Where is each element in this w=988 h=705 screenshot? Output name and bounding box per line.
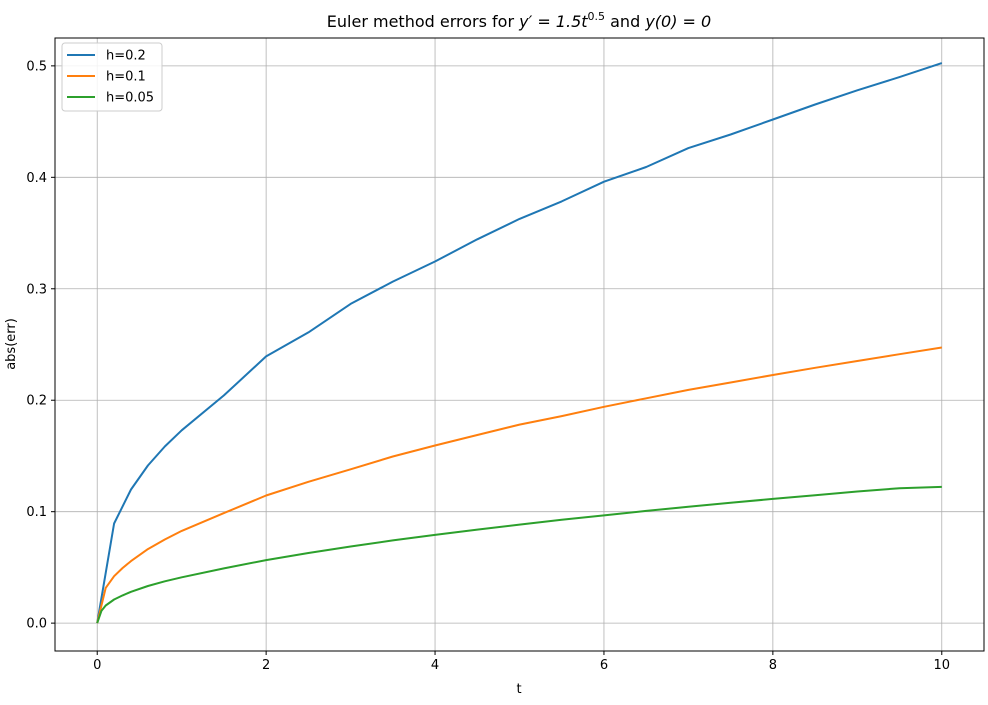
- x-tick-label: 8: [769, 658, 777, 673]
- y-tick-label: 0.0: [26, 617, 47, 632]
- series-line-3: [96, 485, 942, 624]
- title-exponent: 0.5: [588, 10, 606, 23]
- y-tick-label: 0.5: [26, 59, 47, 74]
- y-tick-label: 0.1: [26, 505, 47, 520]
- grid: [55, 38, 984, 651]
- legend-box: [61, 42, 163, 112]
- legend-label: h=0.2: [106, 49, 146, 64]
- y-tick-label: 0.3: [26, 282, 47, 297]
- y-axis-label: abs(err): [4, 318, 19, 370]
- x-tick-label: 4: [431, 658, 439, 673]
- x-axis-label: t: [516, 682, 521, 697]
- x-tick-label: 6: [600, 658, 608, 673]
- title-condition: y(0) = 0: [644, 12, 711, 31]
- series-line-1: [96, 62, 943, 624]
- series-lines: [96, 62, 943, 624]
- legend: h=0.2 h=0.1 h=0.05: [61, 42, 163, 112]
- x-tick-label: 0: [93, 658, 101, 673]
- legend-label: h=0.1: [106, 70, 146, 85]
- legend-label: h=0.05: [106, 91, 154, 106]
- plot-area-frame: [54, 37, 985, 652]
- title-equation: y′ = 1.5t: [518, 12, 588, 31]
- y-tick-label: 0.2: [26, 394, 47, 409]
- title-connector: and: [605, 12, 645, 31]
- axis-ticks: 0 2 4 6 8 10 0.0 0.1 0.2 0.3 0.4 0.5: [26, 59, 950, 673]
- x-tick-label: 10: [933, 658, 950, 673]
- y-tick-label: 0.4: [26, 171, 47, 186]
- series-line-2: [96, 346, 942, 624]
- title-prefix: Euler method errors for: [327, 12, 519, 31]
- chart-title: Euler method errors for y′ = 1.5t0.5 and…: [327, 10, 711, 31]
- x-tick-label: 2: [262, 658, 270, 673]
